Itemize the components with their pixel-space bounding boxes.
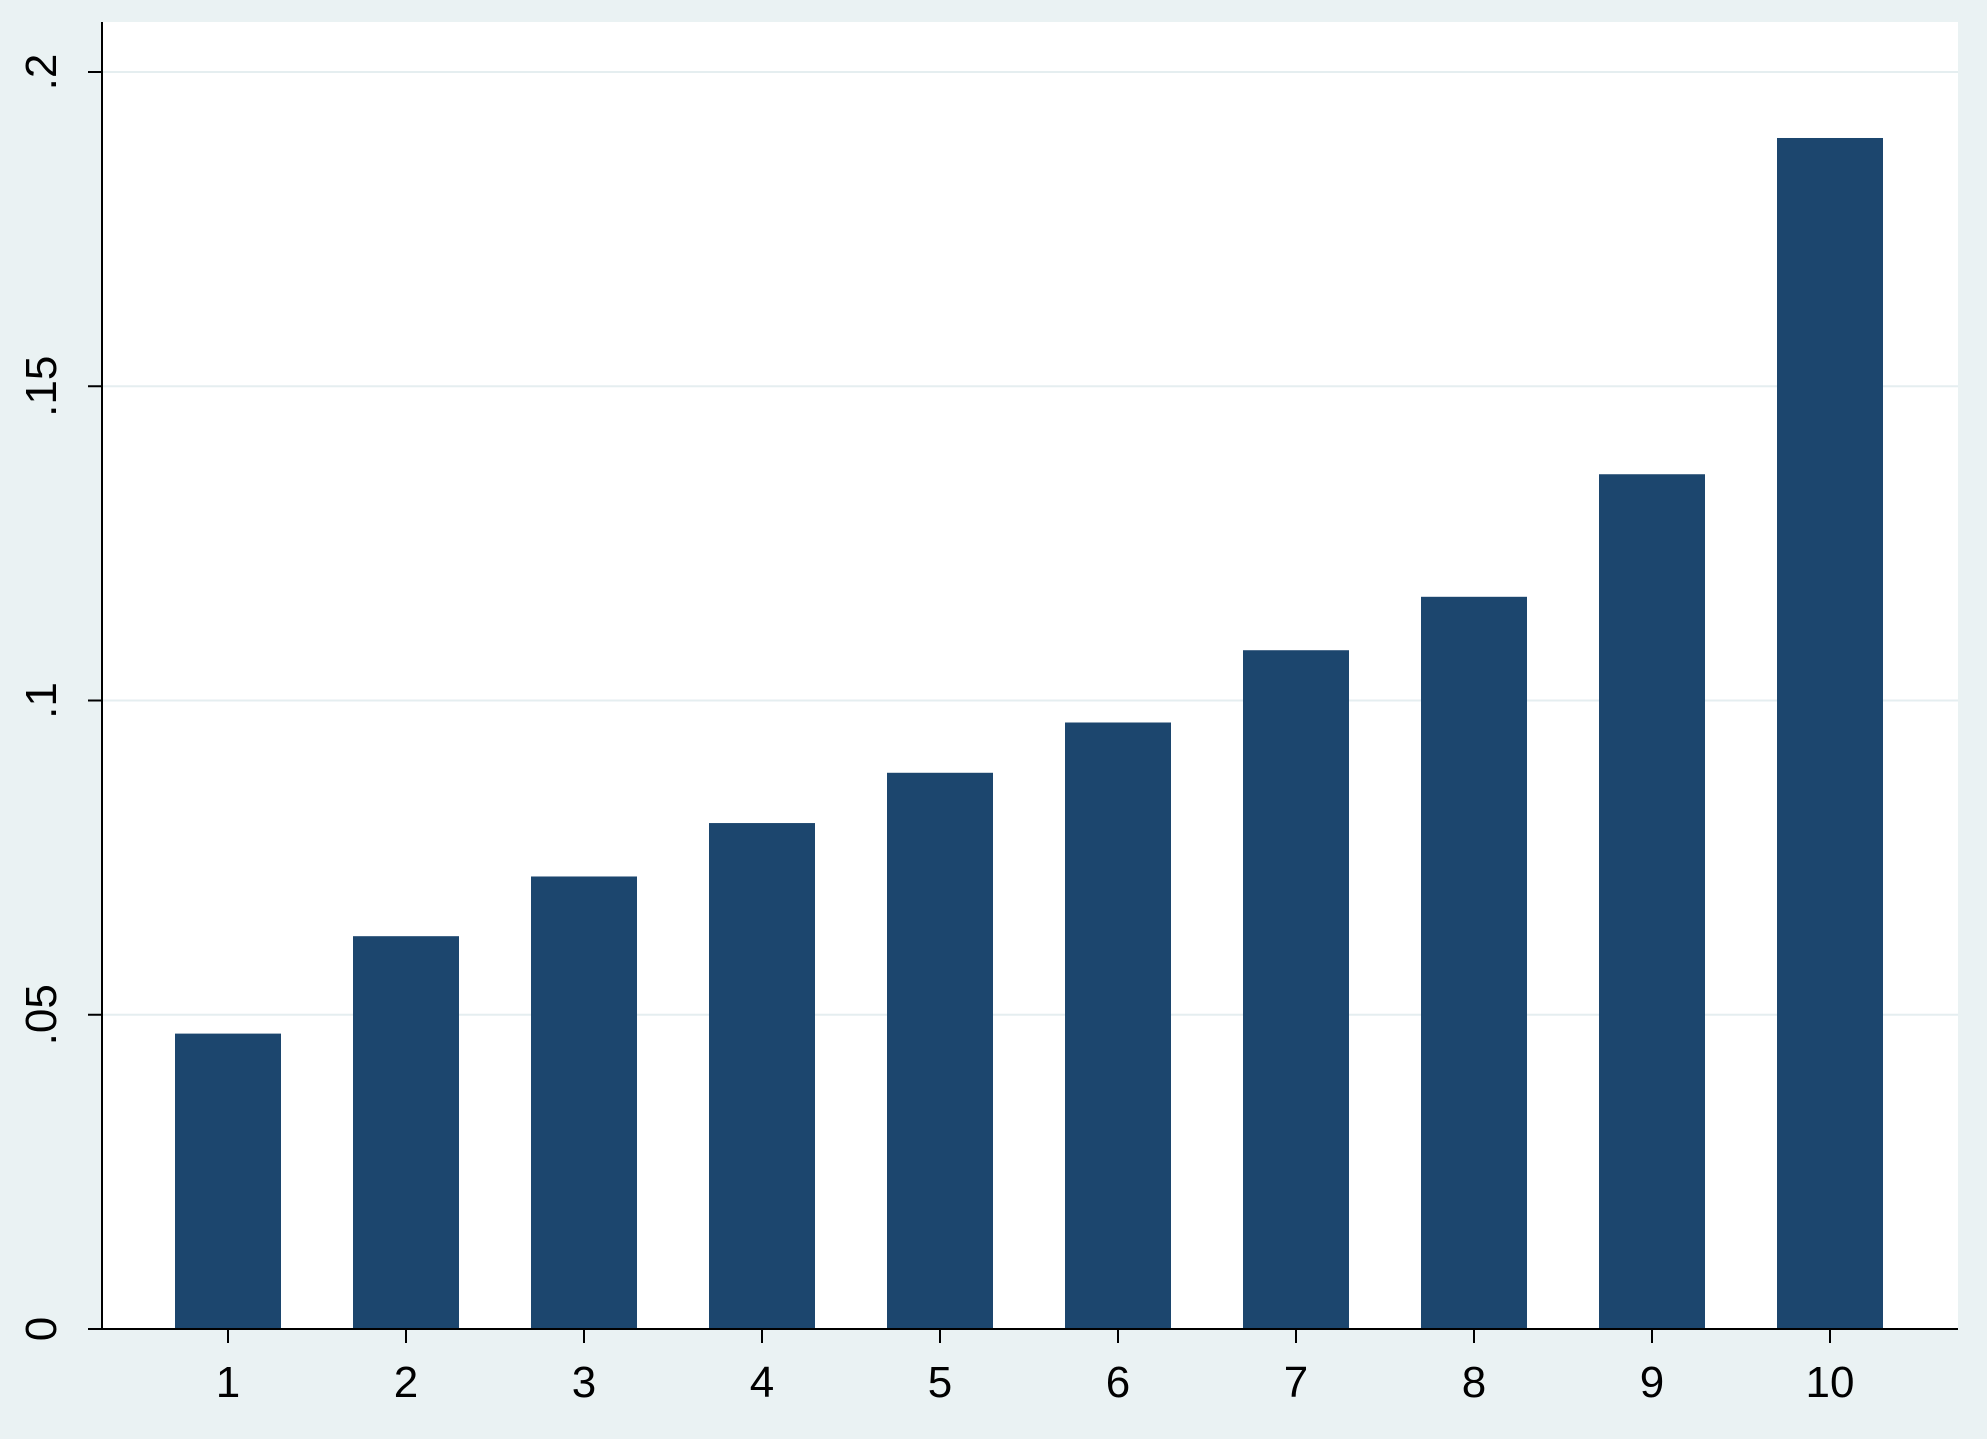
bar-5 xyxy=(887,772,993,1329)
bar-10 xyxy=(1777,137,1883,1330)
x-tick-label: 7 xyxy=(1284,1358,1308,1407)
bar-8 xyxy=(1421,596,1527,1329)
bar-7 xyxy=(1243,650,1349,1329)
x-tick-label: 1 xyxy=(216,1358,240,1407)
x-tick-label: 5 xyxy=(928,1358,952,1407)
bars xyxy=(175,137,1883,1330)
bar-4 xyxy=(709,823,815,1329)
bar-9 xyxy=(1599,474,1705,1329)
bar-3 xyxy=(531,876,637,1329)
y-tick-label: .15 xyxy=(17,356,66,417)
y-axis-ticks: 0 .05 .1 .15 .2 xyxy=(17,54,102,1341)
y-tick-label: .05 xyxy=(17,984,66,1045)
x-axis-ticks: 1 2 3 4 5 6 7 8 9 10 xyxy=(216,1329,1855,1407)
x-tick-label: 4 xyxy=(750,1358,774,1407)
bar-1 xyxy=(175,1033,281,1329)
x-tick-label: 10 xyxy=(1806,1358,1855,1407)
y-tick-label: .2 xyxy=(17,54,66,91)
bar-6 xyxy=(1065,722,1171,1329)
bar-2 xyxy=(353,936,459,1329)
x-tick-label: 3 xyxy=(572,1358,596,1407)
y-tick-label: .1 xyxy=(17,682,66,719)
x-tick-label: 8 xyxy=(1462,1358,1486,1407)
y-tick-label: 0 xyxy=(17,1317,66,1341)
x-tick-label: 9 xyxy=(1640,1358,1664,1407)
x-tick-label: 2 xyxy=(394,1358,418,1407)
x-tick-label: 6 xyxy=(1106,1358,1130,1407)
